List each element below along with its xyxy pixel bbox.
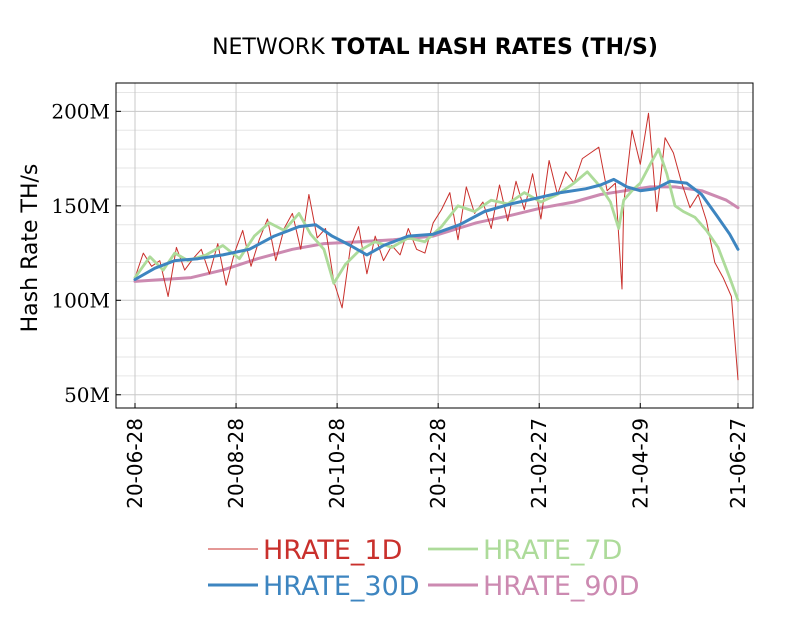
tick-layer: 50M 100M 150M 200M 20-06-28 20-08-28 20-10-28 2… (51, 99, 750, 508)
x-tick-label: 20-08-28 (224, 418, 248, 509)
legend-label-hrate-90d: HRATE_90D (483, 571, 640, 602)
plot-frame (115, 82, 754, 409)
y-tick-label: 200M (51, 99, 110, 123)
y-axis-label: Hash Rate TH/s (18, 164, 43, 333)
series-line-hrate-1d (134, 112, 739, 381)
chart-title-prefix: NETWORK (212, 35, 332, 60)
x-tick-label: 20-10-28 (325, 418, 349, 509)
chart-title-bold: TOTAL HASH RATES (TH/S) (332, 35, 658, 60)
legend-label-hrate-7d: HRATE_7D (483, 535, 622, 566)
legend: HRATE_1D HRATE_7D HRATE_30D HRATE_90D (208, 535, 640, 602)
y-tick-label: 50M (64, 383, 110, 407)
series-line-hrate-90d (133, 185, 740, 283)
series-line-hrate-30d (133, 177, 740, 281)
x-tick-label: 21-06-27 (726, 418, 750, 509)
major-grid (116, 83, 753, 408)
x-tick-label: 20-12-28 (426, 418, 450, 509)
chart-title: NETWORK TOTAL HASH RATES (TH/S) (212, 35, 658, 60)
y-tick-label: 150M (51, 194, 110, 218)
legend-label-hrate-30d: HRATE_30D (263, 571, 420, 602)
legend-label-hrate-1d: HRATE_1D (263, 535, 402, 566)
y-tick-label: 100M (51, 288, 110, 312)
series-line-hrate-7d (133, 147, 740, 302)
x-tick-label: 21-02-27 (527, 418, 551, 509)
x-tick-label: 21-04-29 (628, 418, 652, 509)
series-layer (133, 112, 740, 381)
x-tick-label: 20-06-28 (123, 418, 147, 509)
